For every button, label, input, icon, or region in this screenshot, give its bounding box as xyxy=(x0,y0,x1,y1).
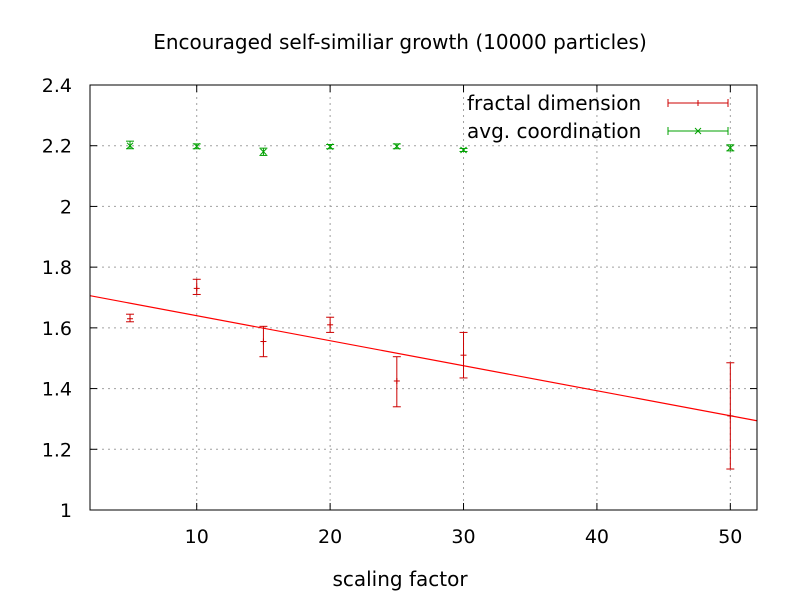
x-tick-label: 30 xyxy=(451,526,475,548)
data-point-marker xyxy=(260,148,267,156)
y-tick-label: 1.4 xyxy=(42,379,72,401)
y-tick-label: 1 xyxy=(60,500,72,522)
legend-label-avg-coordination: avg. coordination xyxy=(467,119,642,143)
x-tick-label: 50 xyxy=(718,526,742,548)
data-point-marker xyxy=(193,142,201,150)
y-tick-label: 1.8 xyxy=(42,257,72,279)
plot-border xyxy=(89,84,758,511)
fit-line xyxy=(90,295,757,422)
x-tick-label: 40 xyxy=(585,526,609,548)
x-axis-label: scaling factor xyxy=(332,567,468,591)
data-point-marker xyxy=(726,144,734,152)
data-point-marker xyxy=(126,142,134,150)
x-tick-label: 10 xyxy=(185,526,209,548)
legend-label-fractal-dimension: fractal dimension xyxy=(467,91,642,115)
data-point-marker xyxy=(393,142,401,150)
data-point-marker xyxy=(326,143,334,150)
y-tick-label: 2 xyxy=(60,196,72,218)
y-tick-label: 2.4 xyxy=(42,75,72,97)
y-tick-label: 1.2 xyxy=(42,439,72,461)
chart-title: Encouraged self-similiar growth (10000 p… xyxy=(153,30,647,54)
y-tick-label: 1.6 xyxy=(42,318,72,340)
data-point-marker xyxy=(460,146,467,154)
legend-sample-marker xyxy=(694,127,702,135)
y-tick-label: 2.2 xyxy=(42,136,72,158)
x-tick-label: 20 xyxy=(318,526,342,548)
